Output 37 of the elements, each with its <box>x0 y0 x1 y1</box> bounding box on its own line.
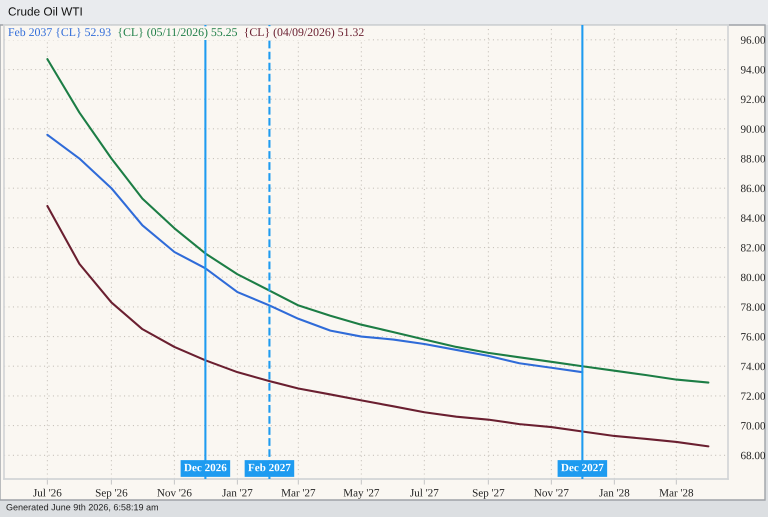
y-tick-label: 82.00 <box>740 244 766 252</box>
ref-line-label: Dec 2026 <box>184 464 227 472</box>
y-tick-label: 72.00 <box>741 392 766 400</box>
y-tick-label: 88.00 <box>740 154 766 163</box>
line-series <box>46 204 710 448</box>
x-tick-label: Sep '27 <box>472 489 504 499</box>
y-tick-label: 74.00 <box>741 362 766 370</box>
x-tick-label: Nov '26 <box>157 489 192 497</box>
line-series <box>46 58 710 384</box>
x-tick-label: Nov '27 <box>534 489 569 497</box>
ref-line-label: Dec 2027 <box>561 464 604 472</box>
text: {CL} (04/09/2026) 51.32 <box>244 28 364 39</box>
y-tick-label: 70.00 <box>741 422 766 430</box>
x-tick-label: Jan '27 <box>222 489 252 497</box>
x-tick-label: Jan '28 <box>599 489 630 497</box>
y-tick-label: 92.00 <box>740 96 766 104</box>
x-tick-label: Mar '28 <box>659 489 694 497</box>
x-tick-label: Mar '27 <box>281 489 316 497</box>
line-series <box>46 134 584 374</box>
y-tick-label: 94.00 <box>740 66 766 74</box>
ref-line-label: Feb 2027 <box>248 463 291 472</box>
x-tick-label: Sep '26 <box>96 489 128 499</box>
y-tick-label: 76.00 <box>741 333 766 341</box>
chart-title: Crude Oil WTI <box>8 7 82 16</box>
text: Feb 2037 {CL} 52.93 <box>8 28 111 38</box>
y-tick-label: 78.00 <box>741 303 766 311</box>
text: Generated June 9th 2026, 6:58:19 am <box>6 504 158 512</box>
y-tick-label: 68.00 <box>740 452 766 460</box>
y-tick-label: 84.00 <box>740 214 766 222</box>
y-tick-label: 80.00 <box>740 274 766 282</box>
y-tick-label: 90.00 <box>740 125 766 133</box>
y-tick-label: 96.00 <box>740 36 766 44</box>
x-tick-label: May '27 <box>344 489 380 499</box>
y-tick-label: 86.00 <box>740 184 766 192</box>
text: {CL} (05/11/2026) 55.25 <box>118 28 238 39</box>
x-tick-label: Jul '26 <box>33 488 62 497</box>
x-tick-label: Jul '27 <box>410 488 438 497</box>
